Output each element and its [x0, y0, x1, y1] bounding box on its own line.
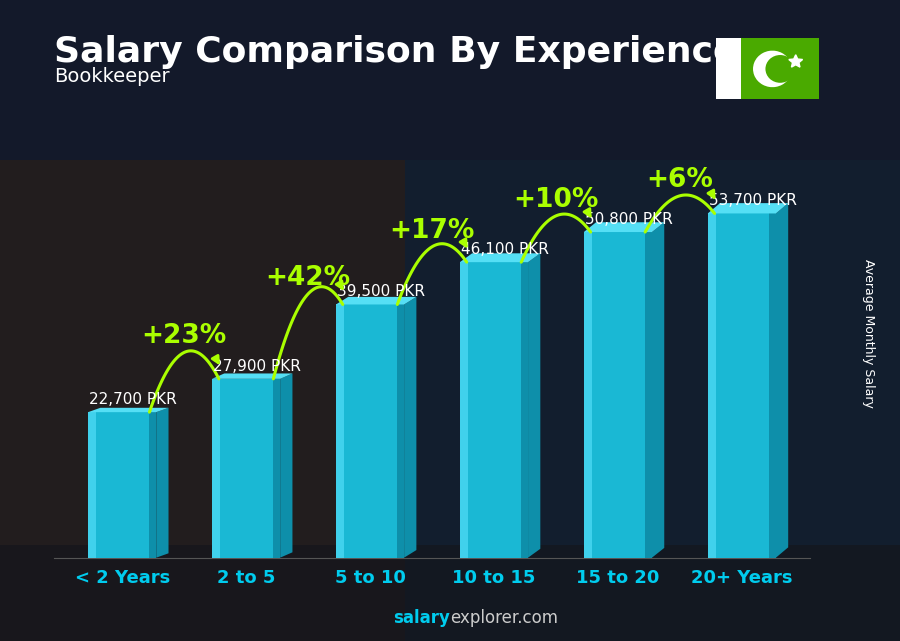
Text: 27,900 PKR: 27,900 PKR	[213, 358, 302, 374]
Text: salary: salary	[393, 609, 450, 627]
Bar	[212, 379, 280, 558]
Bar	[88, 412, 96, 558]
Polygon shape	[584, 222, 664, 232]
Bar	[716, 38, 742, 99]
Bar	[645, 232, 652, 558]
Polygon shape	[336, 297, 417, 304]
Bar	[0, 0, 900, 160]
Polygon shape	[707, 203, 788, 213]
Bar	[742, 38, 819, 99]
Bar	[770, 213, 776, 558]
Bar	[405, 160, 900, 641]
Bar	[212, 379, 220, 558]
Polygon shape	[212, 374, 292, 379]
Wedge shape	[753, 51, 791, 87]
Bar	[460, 262, 528, 558]
Text: +6%: +6%	[646, 167, 714, 192]
Text: +10%: +10%	[513, 187, 599, 213]
Bar	[149, 412, 157, 558]
Polygon shape	[157, 408, 168, 558]
Text: +42%: +42%	[266, 265, 351, 291]
Bar	[397, 304, 404, 558]
Polygon shape	[528, 253, 540, 558]
Polygon shape	[88, 408, 168, 412]
Text: 46,100 PKR: 46,100 PKR	[461, 242, 549, 257]
Polygon shape	[460, 253, 540, 262]
Text: 39,500 PKR: 39,500 PKR	[338, 284, 425, 299]
Text: explorer.com: explorer.com	[450, 609, 558, 627]
Text: 22,700 PKR: 22,700 PKR	[89, 392, 177, 407]
Text: Salary Comparison By Experience: Salary Comparison By Experience	[54, 35, 737, 69]
Bar	[0, 160, 405, 641]
Text: +23%: +23%	[141, 323, 227, 349]
Bar	[0, 545, 900, 641]
Bar	[274, 379, 280, 558]
Text: Average Monthly Salary: Average Monthly Salary	[862, 259, 875, 408]
Text: Bookkeeper: Bookkeeper	[54, 67, 169, 87]
Bar	[336, 304, 344, 558]
Text: +17%: +17%	[390, 217, 474, 244]
Bar	[521, 262, 528, 558]
Bar	[88, 412, 157, 558]
Polygon shape	[404, 297, 417, 558]
Polygon shape	[652, 222, 664, 558]
Bar	[584, 232, 652, 558]
Circle shape	[765, 55, 795, 83]
Text: 53,700 PKR: 53,700 PKR	[709, 193, 796, 208]
Bar	[460, 262, 468, 558]
Bar	[707, 213, 716, 558]
Polygon shape	[280, 374, 292, 558]
Text: 50,800 PKR: 50,800 PKR	[585, 212, 673, 227]
Bar	[707, 213, 776, 558]
Polygon shape	[776, 203, 788, 558]
Bar	[336, 304, 404, 558]
Bar	[584, 232, 592, 558]
Polygon shape	[788, 54, 803, 67]
